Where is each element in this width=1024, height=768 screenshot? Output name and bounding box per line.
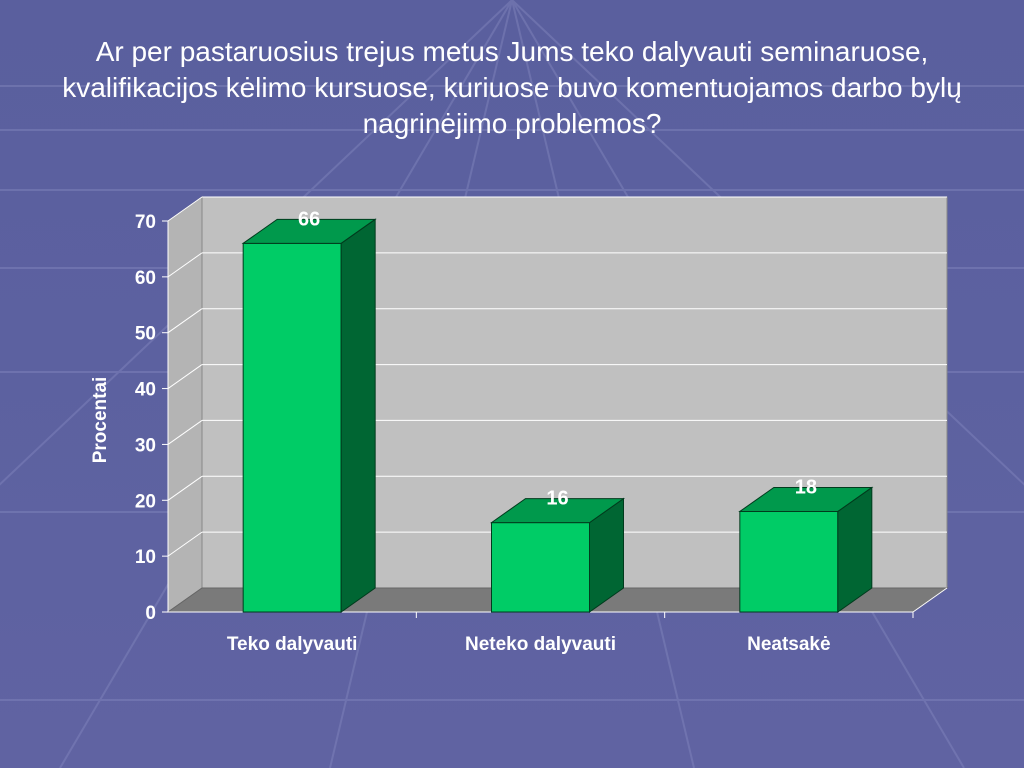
plot-side-wall xyxy=(167,196,203,613)
data-label: 18 xyxy=(795,476,817,498)
y-tick-label: 10 xyxy=(135,547,156,568)
gridline-side xyxy=(167,308,203,334)
y-tick-label: 30 xyxy=(135,435,156,456)
bar xyxy=(738,486,874,613)
y-tick-label: 70 xyxy=(135,212,156,233)
bar-top xyxy=(738,486,874,512)
bar-top xyxy=(489,498,626,524)
x-axis-line-depth xyxy=(912,587,948,613)
y-tick-label: 20 xyxy=(135,491,156,512)
y-tick-label: 40 xyxy=(135,380,156,401)
data-label: 16 xyxy=(546,488,568,510)
bar-front xyxy=(491,522,590,613)
gridline-side xyxy=(167,364,203,389)
x-tick-label: Neteko dalyvauti xyxy=(465,634,616,655)
x-tick-label: Teko dalyvauti xyxy=(227,634,358,655)
gridline-side xyxy=(167,475,203,501)
gridline-side xyxy=(167,196,203,222)
bar-side xyxy=(340,218,376,613)
bar xyxy=(489,497,626,613)
bar xyxy=(241,218,377,613)
slide-title: Ar per pastaruosius trejus metus Jums te… xyxy=(62,36,962,139)
x-tick-label: Neatsakė xyxy=(747,634,830,655)
gridline-side xyxy=(167,252,203,278)
y-tick-label: 60 xyxy=(135,268,156,289)
gridline-side xyxy=(167,531,203,557)
y-axis-label: Procentai xyxy=(90,377,111,464)
bar-front xyxy=(739,510,839,613)
data-label: 66 xyxy=(298,208,320,230)
bar-front xyxy=(242,242,342,613)
y-tick-label: 50 xyxy=(135,324,156,345)
bar-top xyxy=(241,218,377,244)
y-tick-label: 0 xyxy=(145,603,156,624)
gridline-side xyxy=(167,420,203,445)
